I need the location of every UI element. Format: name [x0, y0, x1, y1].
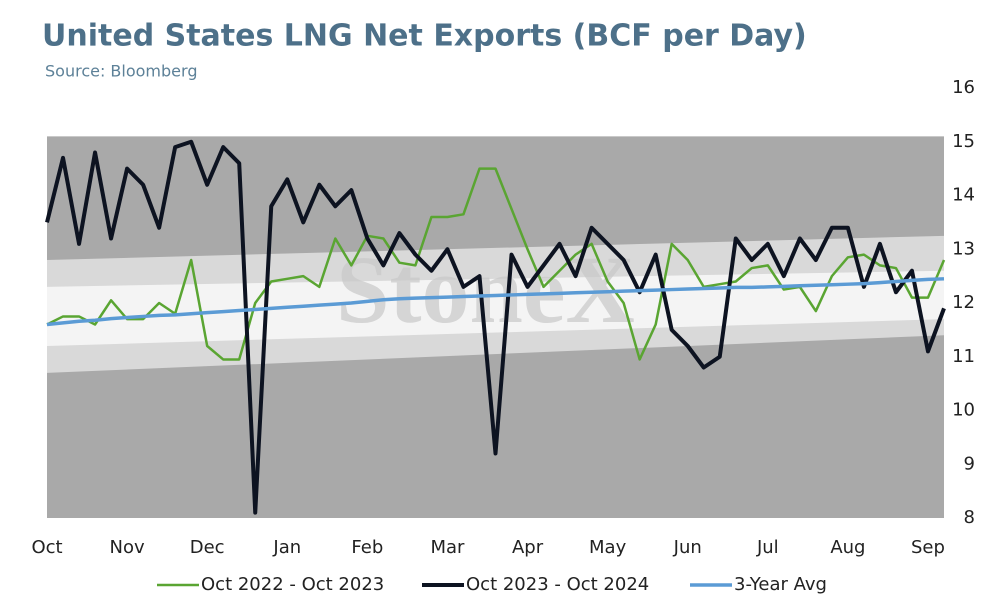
- x-tick-label: Sep: [911, 537, 945, 558]
- y-tick-label: 16: [952, 77, 975, 98]
- x-tick-label: Jun: [673, 537, 702, 558]
- series-line: [45, 139, 946, 515]
- legend-label: Oct 2023 - Oct 2024: [466, 574, 649, 595]
- y-tick-label: 13: [952, 238, 975, 259]
- x-tick-label: Jul: [756, 537, 779, 558]
- x-tick-label: Nov: [110, 537, 145, 558]
- x-tick-label: Oct: [31, 537, 62, 558]
- legend-label: Oct 2022 - Oct 2023: [201, 574, 384, 595]
- legend-label: 3-Year Avg: [734, 574, 827, 595]
- x-tick-label: May: [589, 537, 627, 558]
- x-tick-label: Mar: [430, 537, 465, 558]
- series-line: [46, 167, 946, 361]
- y-tick-label: 11: [952, 346, 975, 367]
- x-tick-label: Aug: [830, 537, 865, 558]
- y-tick-label: 12: [952, 292, 975, 313]
- series-line: [46, 277, 945, 327]
- y-tick-label: 14: [952, 185, 975, 206]
- x-tick-label: Apr: [512, 537, 544, 558]
- x-tick-label: Feb: [351, 537, 383, 558]
- y-tick-label: 9: [964, 453, 975, 474]
- x-tick-label: Dec: [190, 537, 225, 558]
- y-tick-label: 15: [952, 131, 975, 152]
- y-tick-label: 10: [952, 400, 975, 421]
- x-tick-label: Jan: [272, 537, 301, 558]
- y-tick-label: 8: [964, 507, 975, 528]
- chart-title: United States LNG Net Exports (BCF per D…: [42, 19, 807, 54]
- chart-subtitle: Source: Bloomberg: [45, 62, 197, 81]
